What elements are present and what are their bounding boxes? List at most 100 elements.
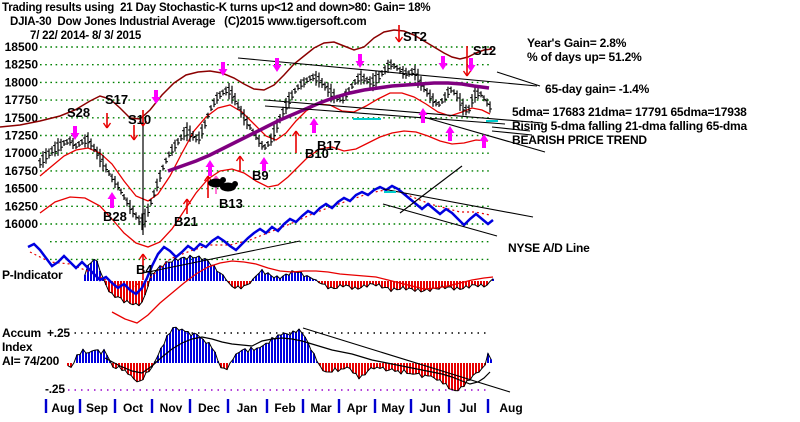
thin-arrow-head (129, 134, 135, 141)
thin-arrow-head (295, 130, 301, 137)
accum-histogram-bar (241, 350, 243, 363)
accum-histogram-bar (289, 335, 291, 363)
thin-arrow-head (142, 120, 148, 127)
month-label: Aug (499, 401, 522, 415)
p-indicator-histogram-bar (186, 259, 188, 281)
accum-histogram-bar (472, 363, 474, 376)
y-axis-label: 16250 (5, 199, 39, 213)
thin-arrow-head (106, 122, 112, 129)
thin-arrow-head (133, 134, 139, 141)
signal-label-B21: B21 (174, 214, 198, 229)
dark-red-envelope (0, 29, 493, 128)
accum-histogram-bar (406, 363, 408, 374)
p-indicator-histogram-bar (189, 255, 191, 281)
p-indicator-histogram-bar (222, 274, 224, 281)
p-indicator-histogram-bar (108, 281, 110, 292)
p-indicator-histogram-bar (420, 281, 422, 292)
thin-arrow-head (394, 36, 400, 43)
p-indicator-histogram-bar (141, 281, 143, 303)
accum-histogram-bar (313, 353, 315, 363)
accum-histogram-bar (178, 330, 180, 363)
accum-histogram-bar (466, 363, 468, 381)
p-indicator-histogram-bar (468, 281, 470, 289)
p-indicator-histogram-bar (210, 265, 212, 281)
minus25-label: -.25 (45, 382, 65, 396)
accum-ma-line (104, 336, 491, 385)
p-indicator-histogram-bar (417, 281, 419, 289)
p-indicator-histogram-bar (258, 273, 260, 281)
p-indicator-histogram-bar (480, 281, 482, 285)
plus25-label: +.25 (47, 326, 70, 340)
month-label: Mar (310, 401, 332, 415)
p-indicator-histogram-bar (387, 281, 389, 288)
thin-arrow-head (466, 70, 472, 77)
thin-arrow-head (235, 155, 241, 162)
p-indicator-histogram-bar (486, 281, 488, 286)
p-indicator-histogram-bar (297, 272, 299, 281)
p-indicator-histogram-bar (276, 275, 278, 281)
accum-histogram-bar (79, 354, 81, 363)
sell-arrow-head (438, 63, 448, 70)
p-indicator-histogram-bar (213, 265, 215, 281)
accum-histogram-bar (325, 363, 327, 372)
accum-histogram-bar (196, 334, 198, 363)
thin-arrow-head (398, 36, 404, 43)
accum-histogram-bar (265, 343, 267, 363)
accum-histogram-bar (343, 363, 345, 369)
trend-line (491, 130, 533, 136)
p-indicator-histogram-bar (492, 278, 494, 281)
p-indicator-histogram-bar (339, 281, 341, 285)
accum-histogram-bar (436, 363, 438, 381)
days-up-text: % of days up= 51.2% (527, 50, 642, 64)
accum-histogram-bar (430, 363, 432, 376)
accum-histogram-bar (202, 339, 204, 363)
signal-label-S17: S17 (105, 92, 128, 107)
accum-histogram-bar (268, 343, 270, 363)
p-indicator-histogram-outline (84, 254, 494, 307)
accum-histogram-bar (214, 352, 216, 363)
p-indicator-histogram-bar (282, 275, 284, 281)
purple-65dma-line (167, 81, 490, 173)
title-line-2: DJIA-30 Dow Jones Industrial Average (C)… (10, 16, 367, 28)
p-indicator-histogram-bar (135, 281, 137, 304)
bear-icon-head (220, 177, 226, 183)
buy-arrow-head (259, 157, 269, 164)
accum-histogram-bar (487, 353, 489, 363)
accum-histogram-bar (370, 363, 372, 368)
p-indicator-histogram-bar (342, 281, 344, 287)
month-label: Nov (160, 401, 183, 415)
month-label: Feb (274, 401, 295, 415)
p-indicator-histogram-bar (327, 281, 329, 289)
accum-histogram-bar (94, 350, 96, 363)
accum-histogram-bar (433, 363, 435, 378)
accum-histogram-bar (445, 363, 447, 384)
signal-label-ST2: ST2 (403, 29, 427, 44)
accum-histogram-bar (442, 363, 444, 384)
p-indicator-histogram-bar (303, 276, 305, 281)
accum-histogram-bar (103, 349, 105, 363)
accum-histogram-bar (250, 347, 252, 363)
accum-histogram-bar (223, 363, 225, 369)
p-indicator-histogram-bar (84, 274, 86, 281)
sell-arrow-head (272, 65, 282, 72)
accum-histogram-bar (319, 363, 321, 366)
accum-histogram-bar (298, 329, 300, 363)
p-indicator-histogram-bar (384, 281, 386, 288)
accum-histogram-bar (175, 327, 177, 363)
buy-arrow-head (107, 192, 117, 199)
accum-histogram-bar (172, 327, 174, 363)
accum-histogram-bar (310, 350, 312, 363)
accum-histogram-bar (118, 363, 120, 367)
p-indicator-histogram-bar (375, 281, 377, 286)
accum-histogram-bar (274, 338, 276, 363)
p-indicator-histogram-bar (405, 281, 407, 291)
arrow-stem (221, 62, 225, 69)
accum-histogram-bar (376, 363, 378, 368)
accum-histogram-bar (238, 352, 240, 363)
title-line-1: Trading results using 21 Day Stochastic-… (2, 2, 431, 14)
signal-label-S28: S28 (67, 105, 90, 120)
red-band-lower (39, 130, 489, 248)
p-indicator-histogram-bar (399, 281, 401, 290)
